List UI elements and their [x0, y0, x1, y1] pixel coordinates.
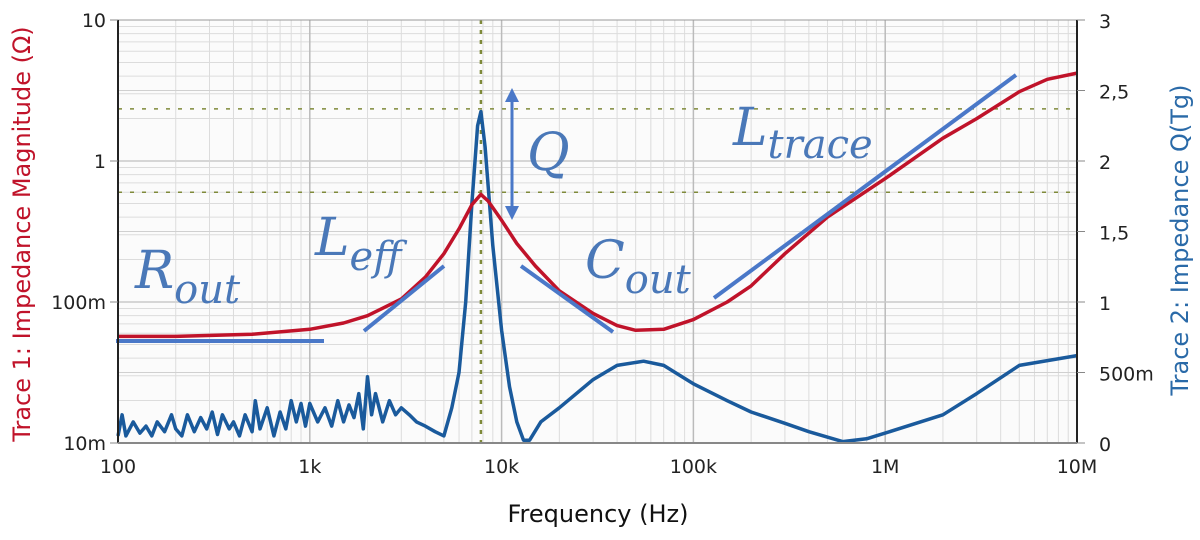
annotation-ltrace: Ltrace: [732, 98, 873, 168]
x-tick-label: 1M: [871, 456, 899, 478]
annotation-cout: Cout: [585, 231, 692, 303]
annotation-lines: [116, 73, 1018, 343]
x-tick-label: 100: [100, 456, 136, 478]
svg-text:Ltrace: Ltrace: [732, 98, 873, 168]
leff-asymptote: [362, 264, 446, 333]
right-tick-label: 0: [1099, 434, 1111, 456]
q-arrow-head-up: [505, 88, 519, 102]
grid: [117, 19, 1077, 444]
x-tick-label: 10M: [1057, 456, 1098, 478]
svg-text:Rout: Rout: [134, 241, 241, 313]
left-axis-label: Trace 1: Impedance Magnitude (Ω): [8, 26, 36, 442]
x-tick-label: 10k: [484, 456, 519, 478]
right-tick-label: 2,5: [1099, 82, 1129, 104]
svg-text:Q: Q: [527, 123, 570, 183]
series-layer: [116, 71, 1078, 444]
x-axis-label: Frequency (Hz): [508, 500, 689, 528]
right-tick-label: 500m: [1099, 364, 1154, 386]
svg-text:Cout: Cout: [585, 231, 692, 303]
x-tick-label: 1k: [298, 456, 321, 478]
right-tick-label: 2: [1099, 152, 1111, 174]
cout-asymptote: [519, 264, 615, 334]
q-arrow-head-down: [505, 206, 519, 220]
right-axis-label: Trace 2: Impedance Q(Tg): [1166, 85, 1194, 397]
annotation-leff: Leff: [314, 208, 408, 280]
left-tick-label: 1: [94, 151, 106, 173]
annotation-q: Q: [527, 123, 570, 183]
left-tick-label: 10m: [63, 433, 106, 455]
svg-text:Leff: Leff: [314, 208, 408, 280]
right-tick-label: 3: [1099, 11, 1111, 33]
right-tick-label: 1: [1099, 293, 1111, 315]
tick-labels: 100 1k 10k 100k 1M 10M10m100m1100500m11,522,5…: [51, 10, 1154, 478]
trace1-impedance-magnitude-line: [118, 71, 1078, 339]
left-tick-label: 100m: [51, 292, 106, 314]
right-tick-label: 1,5: [1099, 223, 1129, 245]
annotation-rout: Rout: [134, 241, 241, 313]
marker-lines: [118, 20, 1077, 443]
ltrace-asymptote: [712, 73, 1018, 300]
left-tick-label: 10: [82, 10, 106, 32]
x-tick-label: 100k: [670, 456, 717, 478]
trace2-impedance-q-line: [116, 109, 1078, 444]
